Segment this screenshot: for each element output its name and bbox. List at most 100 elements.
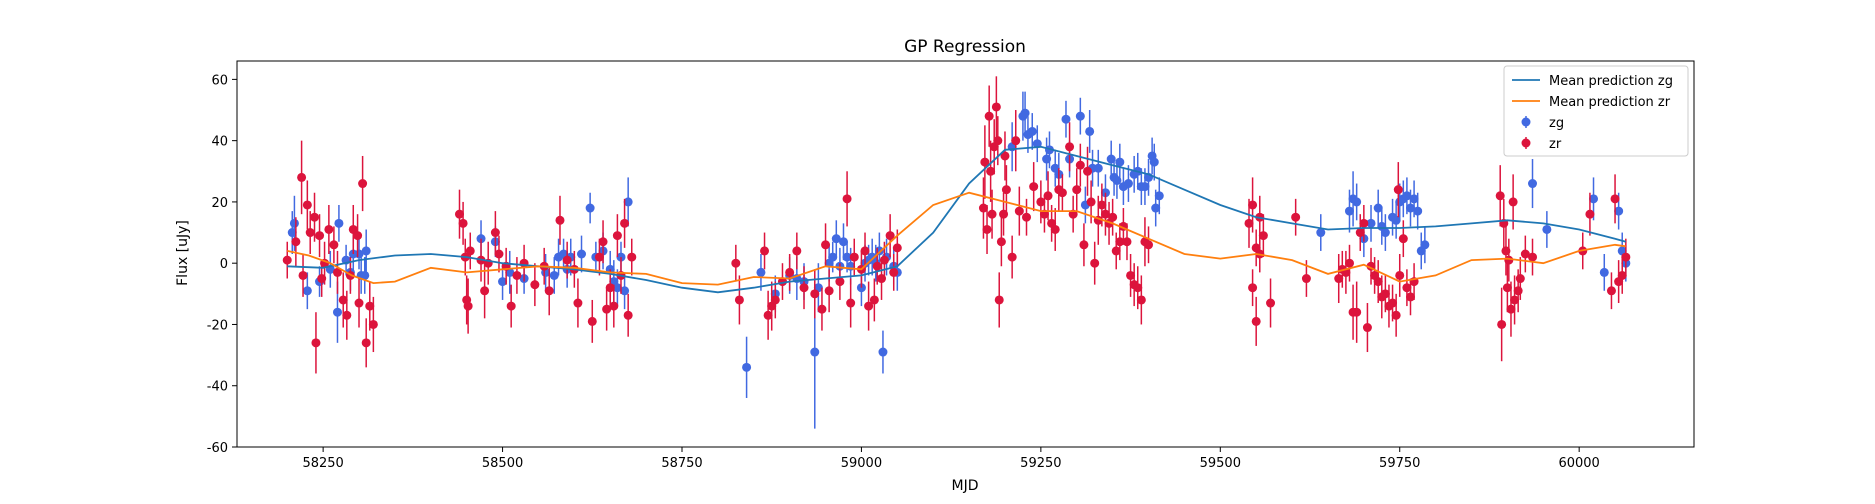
data-point-zr (1395, 270, 1405, 280)
data-point-zr (1244, 218, 1254, 228)
legend-label: Mean prediction zr (1549, 95, 1671, 110)
data-point-zr (1502, 283, 1512, 293)
data-point-zg (1589, 194, 1599, 204)
data-point-zr (1266, 298, 1276, 308)
data-point-zr (555, 215, 565, 225)
data-point-zr (1115, 237, 1125, 247)
data-point-zr (361, 338, 371, 348)
data-point-zr (817, 304, 827, 314)
legend-label: zg (1549, 116, 1564, 131)
data-point-zr (864, 301, 874, 311)
data-point-zg (1149, 157, 1159, 167)
data-point-zr (982, 224, 992, 234)
data-point-zg (1409, 194, 1419, 204)
data-point-zg (334, 218, 344, 228)
data-point-zr (1029, 182, 1039, 192)
data-point-zg (831, 234, 841, 244)
data-point-zr (996, 237, 1006, 247)
data-point-zr (315, 231, 325, 241)
plot-data-layer (282, 76, 1631, 429)
data-point-zg (1154, 191, 1164, 201)
data-point-zg (1391, 215, 1401, 225)
data-point-zr (609, 301, 619, 311)
data-point-zr (1144, 240, 1154, 250)
data-point-zg (612, 283, 622, 293)
data-point-zr (1001, 185, 1011, 195)
data-point-zr (562, 255, 572, 265)
data-point-zr (310, 212, 320, 222)
data-point-zr (480, 286, 490, 296)
data-point-zr (494, 249, 504, 259)
data-point-zr (1011, 136, 1021, 146)
data-point-zr (1022, 212, 1032, 222)
data-point-zr (885, 231, 895, 241)
data-point-zr (1334, 274, 1344, 284)
data-point-zg (742, 362, 752, 372)
data-point-zg (354, 249, 364, 259)
data-point-zr (1050, 224, 1060, 234)
data-point-zg (585, 203, 595, 213)
data-point-zr (1000, 151, 1010, 161)
data-point-zr (612, 231, 622, 241)
y-tick-label: 0 (220, 257, 228, 272)
data-point-zr (544, 286, 554, 296)
data-point-zr (1065, 142, 1075, 152)
y-tick-label: 20 (211, 196, 228, 211)
data-point-zr (1495, 191, 1505, 201)
x-tick-label: 59250 (1020, 456, 1061, 471)
data-point-zr (1014, 206, 1024, 216)
axis-ticks: 58250 58500 58750 59000 59250 59500 59750 60000… (207, 73, 1600, 471)
data-point-zg (620, 286, 630, 296)
data-point-zr (282, 255, 292, 265)
data-point-zr (463, 301, 473, 311)
data-point-zr (297, 172, 307, 182)
data-point-zr (785, 267, 795, 277)
data-point-zr (1528, 252, 1538, 262)
data-point-zr (892, 243, 902, 253)
data-point-zr (1126, 270, 1136, 280)
data-point-zg (1528, 179, 1538, 189)
data-point-zr (329, 240, 339, 250)
data-point-zg (842, 252, 852, 262)
data-point-zg (1115, 157, 1125, 167)
data-point-zg (1366, 218, 1376, 228)
data-point-zr (842, 194, 852, 204)
series-zr (282, 76, 1631, 374)
data-point-zg (838, 237, 848, 247)
data-point-zr (1393, 185, 1403, 195)
data-point-zr (587, 316, 597, 326)
data-point-zr (465, 246, 475, 256)
y-tick-label: -40 (207, 380, 228, 395)
data-point-zg (1093, 163, 1103, 173)
data-point-zr (1585, 209, 1595, 219)
data-point-zg (1413, 206, 1423, 216)
x-tick-label: 59500 (1200, 456, 1241, 471)
x-tick-label: 60000 (1558, 456, 1599, 471)
data-point-zr (994, 295, 1004, 305)
data-point-zr (1373, 277, 1383, 287)
data-point-zg (1352, 197, 1362, 207)
data-point-zr (1520, 249, 1530, 259)
data-point-zr (365, 301, 375, 311)
data-point-zr (1258, 231, 1268, 241)
data-point-zr (993, 136, 1003, 146)
data-point-zg (1075, 111, 1085, 121)
data-point-zr (1621, 252, 1631, 262)
data-point-zr (342, 310, 352, 320)
data-point-zr (573, 298, 583, 308)
data-point-zr (770, 295, 780, 305)
data-point-zg (1402, 191, 1412, 201)
y-tick-label: -60 (207, 441, 228, 456)
data-point-zg (874, 246, 884, 256)
data-point-zr (760, 246, 770, 256)
data-point-zr (458, 218, 468, 228)
y-tick-label: 40 (211, 135, 228, 150)
data-point-zr (324, 224, 334, 234)
legend-label: zr (1549, 137, 1562, 152)
data-point-zr (799, 283, 809, 293)
data-point-zg (498, 277, 508, 287)
data-point-zr (1515, 274, 1525, 284)
data-point-zr (1043, 191, 1053, 201)
data-point-zr (1380, 289, 1390, 299)
data-point-zr (302, 200, 312, 210)
